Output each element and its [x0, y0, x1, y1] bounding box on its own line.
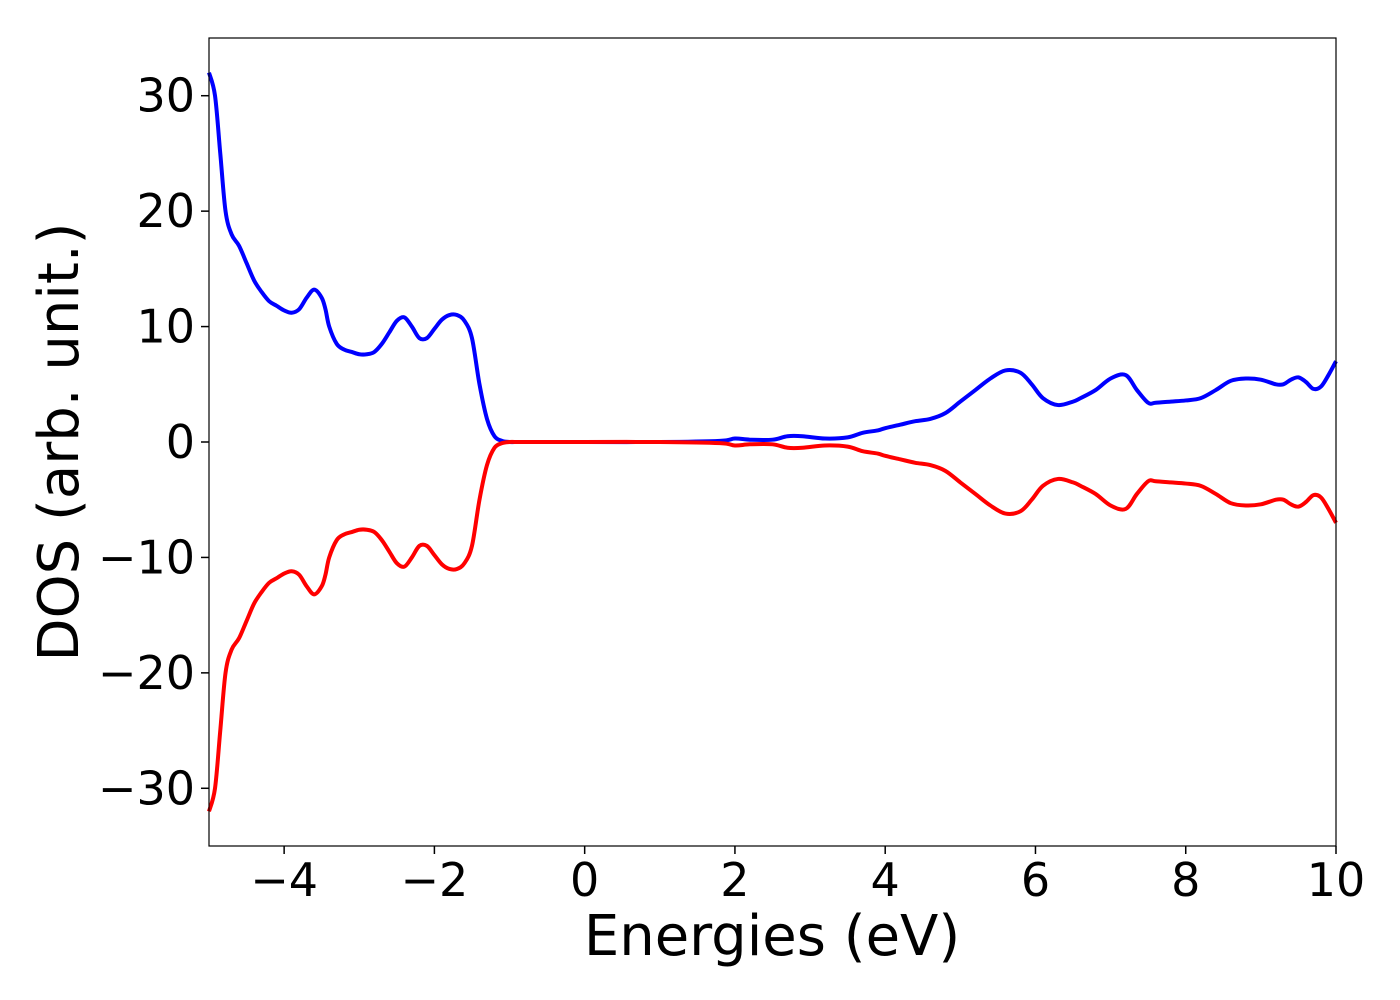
x-axis-ticks: −4 −2 0 2 4 6 8 10 — [250, 846, 1365, 907]
plot-frame — [208, 37, 1337, 847]
x-tick-label: 10 — [1307, 853, 1366, 907]
y-tick-label: 20 — [136, 184, 195, 238]
y-tick-label: 30 — [136, 69, 195, 123]
x-tick-label: 8 — [1171, 853, 1200, 907]
series-line-2 — [207, 439, 1338, 812]
x-tick-label: 4 — [871, 853, 900, 907]
series-line-1 — [207, 72, 1338, 445]
x-tick-label: −2 — [400, 853, 468, 907]
x-tick-label: −4 — [250, 853, 318, 907]
y-tick-label: −30 — [98, 761, 195, 815]
x-tick-label: 2 — [720, 853, 749, 907]
series-layer — [207, 72, 1338, 812]
y-tick-label: −20 — [98, 646, 195, 700]
x-tick-label: 6 — [1021, 853, 1050, 907]
y-tick-label: 0 — [166, 415, 195, 469]
y-axis-title: DOS (arb. unit.) — [27, 222, 92, 661]
y-axis-ticks: 30 20 10 0 −10 −20 −30 — [98, 69, 209, 815]
x-axis-title: Energies (eV) — [584, 904, 960, 969]
x-tick-label: 0 — [570, 853, 599, 907]
y-tick-label: −10 — [98, 530, 195, 584]
y-tick-label: 10 — [136, 300, 195, 354]
